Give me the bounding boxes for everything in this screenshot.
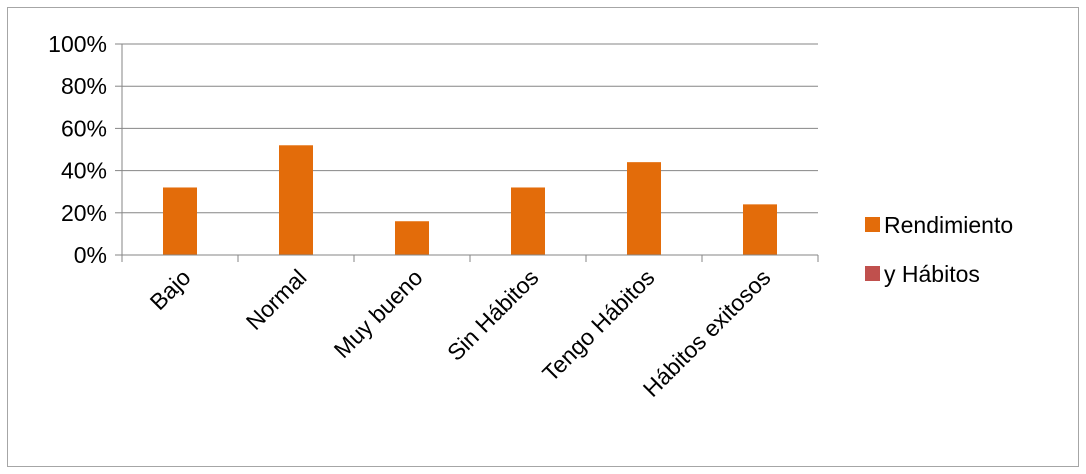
legend-swatch (865, 217, 880, 232)
y-axis-ticks: 0% 20% 40% 60% 80% 100% (48, 31, 123, 268)
x-category-label: Tengo Hábitos (537, 264, 659, 386)
y-tick-label: 80% (61, 73, 107, 99)
bar (511, 187, 545, 255)
y-tick-label: 40% (61, 158, 107, 184)
bar (163, 187, 197, 255)
x-axis (121, 254, 819, 262)
bar (279, 145, 313, 255)
legend[interactable]: Rendimiento y Hábitos (865, 212, 1013, 287)
gridlines (122, 43, 818, 256)
bar (743, 204, 777, 255)
y-tick-label: 20% (61, 200, 107, 226)
y-tick-label: 0% (74, 242, 107, 268)
x-category-label: Normal (241, 264, 312, 335)
legend-label: Rendimiento (884, 212, 1013, 238)
x-category-label: Sin Hábitos (442, 264, 544, 366)
bar (395, 221, 429, 255)
bars (163, 145, 777, 255)
x-category-label: Hábitos exitosos (638, 264, 776, 402)
legend-label: y Hábitos (884, 261, 980, 287)
y-tick-label: 100% (48, 31, 107, 57)
bar (627, 162, 661, 255)
x-category-label: Bajo (145, 264, 196, 315)
x-category-label: Muy bueno (329, 264, 428, 363)
legend-swatch (865, 266, 880, 281)
y-tick-label: 60% (61, 115, 107, 141)
